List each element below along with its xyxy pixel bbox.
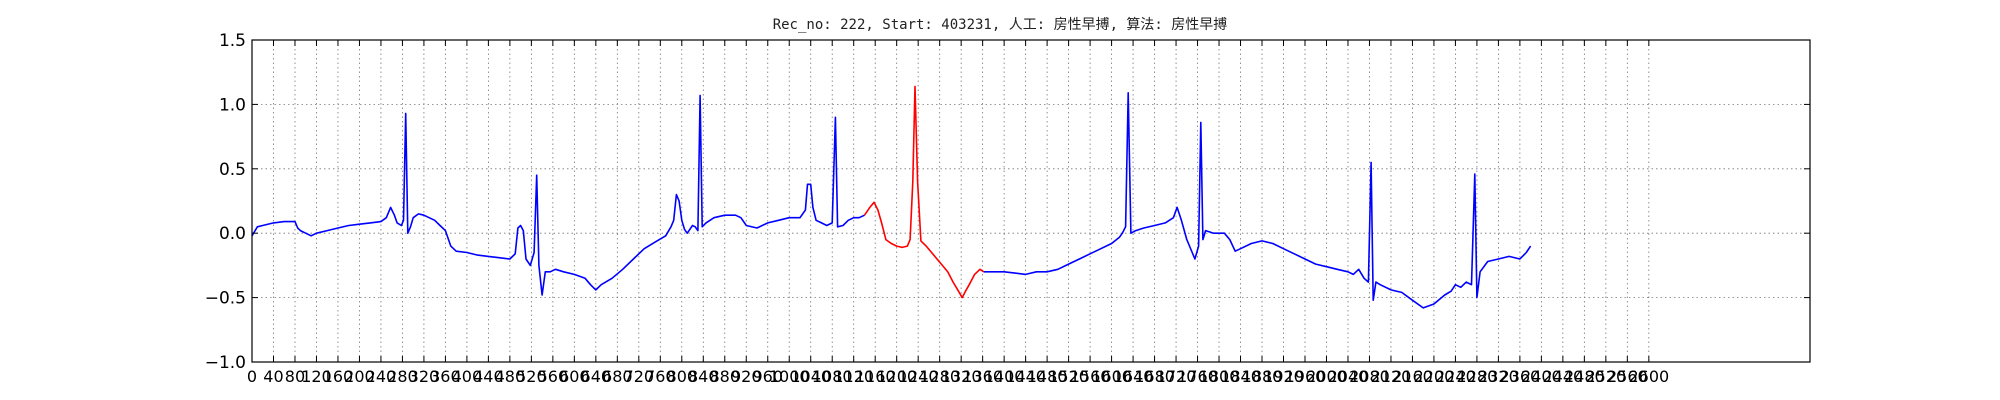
x-tick-label: 2480: [1564, 367, 1605, 386]
x-axis: 0 40 8012016020024028032036040044048052056…: [247, 40, 1669, 386]
x-tick-label: 2080: [1349, 367, 1390, 386]
x-tick-label: 2600: [1628, 367, 1669, 386]
x-tick-label: 120: [301, 367, 332, 386]
x-tick-label: 1960: [1285, 367, 1326, 386]
x-tick-label: 2400: [1521, 367, 1562, 386]
x-tick-label: 1600: [1091, 367, 1132, 386]
chart-title: Rec_no: 222, Start: 403231, 人工: 房性早搏, 算法…: [773, 16, 1228, 33]
x-tick-label: 1320: [941, 367, 982, 386]
x-tick-label: 240: [366, 367, 397, 386]
x-tick-label: 840: [688, 367, 719, 386]
x-tick-label: 160: [323, 367, 354, 386]
x-tick-label: 320: [409, 367, 440, 386]
ecg-series: [251, 85, 1532, 309]
x-tick-label: 1480: [1027, 367, 1068, 386]
x-tick-label: 0: [247, 367, 257, 386]
x-tick-label: 2120: [1371, 367, 1412, 386]
x-tick-label: 760: [645, 367, 676, 386]
y-tick-label: 1.0: [219, 95, 246, 115]
x-tick-label: 200: [344, 367, 375, 386]
x-tick-label: 1760: [1177, 367, 1218, 386]
x-tick-label: 1160: [855, 367, 896, 386]
x-tick-label: 1560: [1070, 367, 1111, 386]
x-tick-label: 1840: [1220, 367, 1261, 386]
ecg-series-line: [983, 92, 1532, 309]
x-tick-label: 2040: [1328, 367, 1369, 386]
x-tick-label: 960: [752, 367, 783, 386]
y-axis: −1.0 −0.5 0.0 0.5 1.0 1.5: [205, 31, 1810, 373]
x-tick-label: 1920: [1263, 367, 1304, 386]
x-tick-label: 280: [387, 367, 418, 386]
y-tick-label: −1.0: [205, 353, 246, 373]
x-tick-label: 1200: [876, 367, 917, 386]
x-tick-label: 1000: [769, 367, 810, 386]
x-tick-label: 1120: [833, 367, 874, 386]
plot-frame: [251, 39, 1811, 363]
x-tick-label: 1360: [962, 367, 1003, 386]
ecg-series-line: [863, 85, 985, 299]
x-tick-label: 1080: [812, 367, 853, 386]
x-tick-label: 800: [667, 367, 698, 386]
x-tick-label: 2240: [1435, 367, 1476, 386]
x-tick-label: 480: [495, 367, 526, 386]
x-tick-label: 2000: [1306, 367, 1347, 386]
x-tick-label: 1240: [898, 367, 939, 386]
x-tick-label: 1680: [1134, 367, 1175, 386]
x-tick-label: 1280: [919, 367, 960, 386]
y-tick-label: 0.0: [219, 224, 246, 244]
x-tick-label: 680: [602, 367, 633, 386]
x-tick-label: 440: [473, 367, 504, 386]
x-tick-label: 880: [709, 367, 740, 386]
x-tick-label: 640: [581, 367, 612, 386]
x-tick-label: 2520: [1585, 367, 1626, 386]
x-tick-label: 2280: [1457, 367, 1498, 386]
x-tick-label: 2320: [1478, 367, 1519, 386]
x-tick-label: 1640: [1113, 367, 1154, 386]
x-tick-label: 1040: [790, 367, 831, 386]
y-tick-label: −0.5: [205, 289, 246, 309]
x-tick-label: 80: [285, 367, 305, 386]
x-tick-label: 2440: [1543, 367, 1584, 386]
y-tick-label: 1.5: [219, 31, 246, 51]
x-tick-label: 920: [731, 367, 762, 386]
x-tick-label: 720: [624, 367, 655, 386]
ecg-series-line: [251, 94, 865, 296]
x-tick-label: 2160: [1392, 367, 1433, 386]
x-tick-label: 560: [538, 367, 569, 386]
y-tick-label: 0.5: [219, 160, 246, 180]
x-tick-label: 1720: [1156, 367, 1197, 386]
x-tick-label: 2200: [1414, 367, 1455, 386]
x-tick-label: 520: [516, 367, 547, 386]
x-tick-label: 2360: [1500, 367, 1541, 386]
x-tick-label: 600: [559, 367, 590, 386]
x-tick-label: 1440: [1005, 367, 1046, 386]
x-tick-label: 1400: [984, 367, 1025, 386]
x-tick-label: 400: [452, 367, 483, 386]
grid-lines: [252, 40, 1810, 362]
x-tick-label: 1800: [1199, 367, 1240, 386]
x-tick-label: 1520: [1048, 367, 1089, 386]
x-tick-label: 40: [263, 367, 283, 386]
x-tick-label: 2560: [1607, 367, 1648, 386]
x-tick-label: 1880: [1242, 367, 1283, 386]
x-tick-label: 360: [430, 367, 461, 386]
